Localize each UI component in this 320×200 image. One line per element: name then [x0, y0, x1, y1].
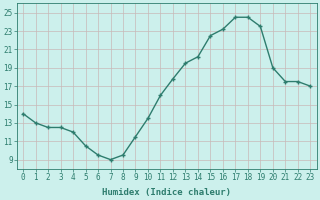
X-axis label: Humidex (Indice chaleur): Humidex (Indice chaleur) [102, 188, 231, 197]
